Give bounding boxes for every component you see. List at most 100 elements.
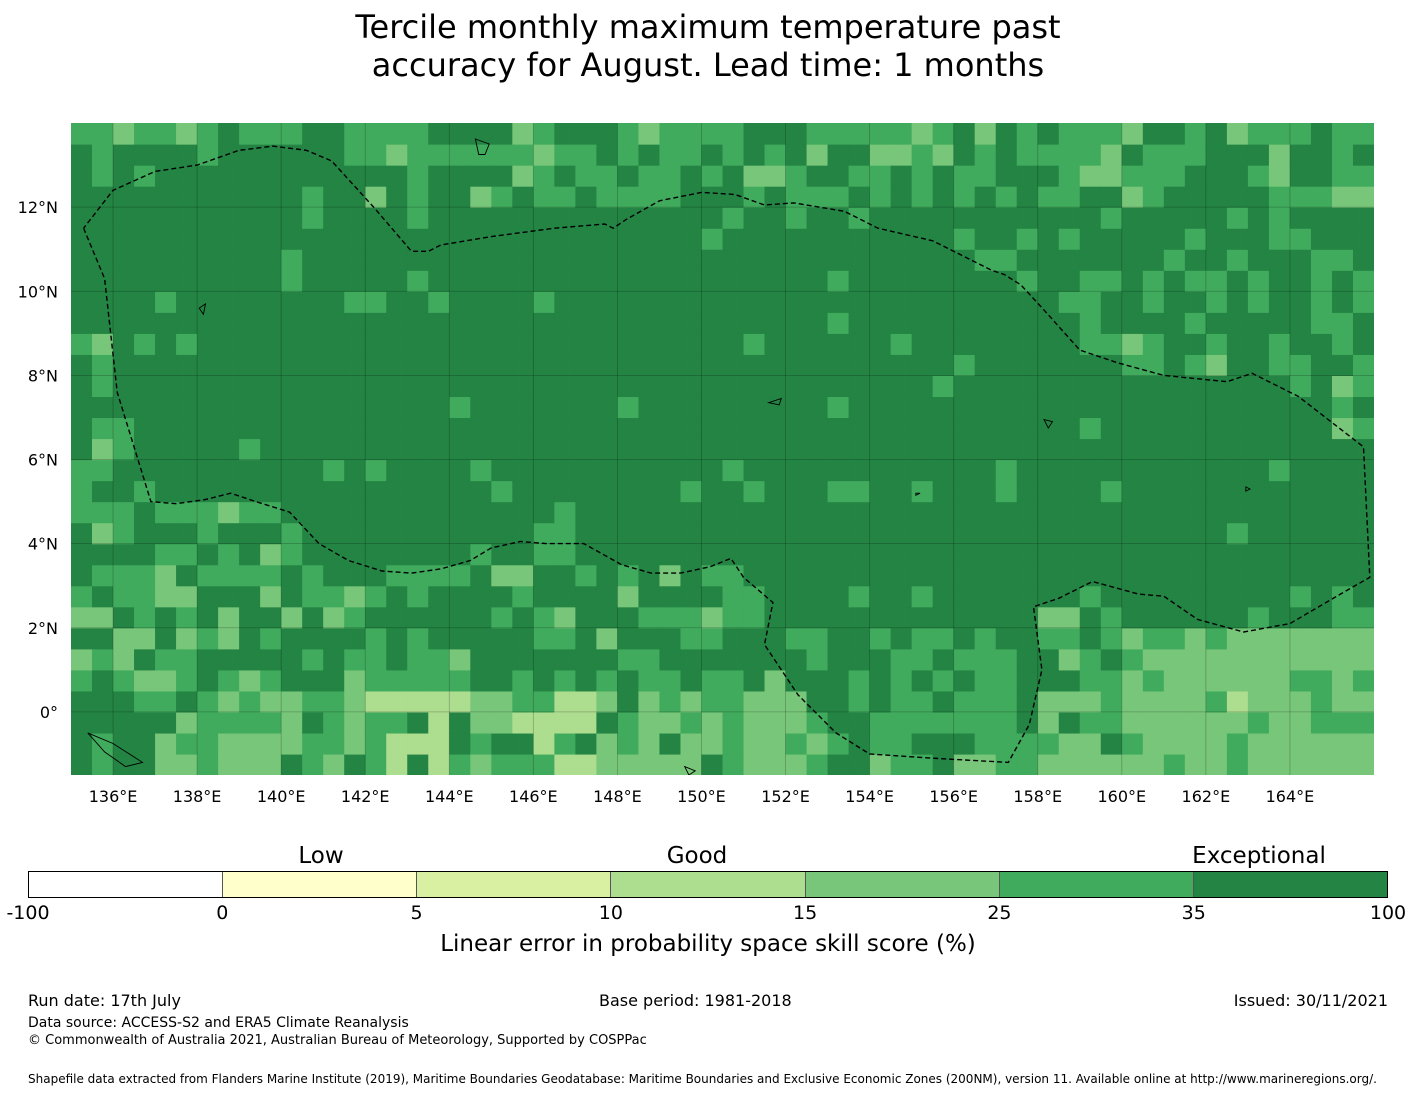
grid-cell <box>1247 207 1270 229</box>
grid-cell <box>512 417 534 440</box>
grid-cell <box>554 711 576 734</box>
grid-cell <box>1016 522 1039 545</box>
grid-cell <box>701 123 724 145</box>
grid-cell <box>176 585 198 608</box>
grid-cell <box>428 375 450 398</box>
grid-cell <box>533 270 555 292</box>
grid-cell <box>449 438 471 461</box>
grid-cell <box>134 501 156 524</box>
grid-cell <box>554 690 576 713</box>
grid-cell <box>491 564 513 587</box>
grid-cell <box>386 186 408 208</box>
grid-cell <box>932 564 955 587</box>
grid-cell <box>596 333 619 355</box>
grid-cell <box>1331 186 1354 208</box>
grid-cell <box>386 669 408 692</box>
grid-cell <box>680 375 703 398</box>
grid-cell <box>869 480 892 503</box>
grid-cell <box>239 186 261 208</box>
grid-cell <box>575 627 598 650</box>
grid-cell <box>428 564 450 587</box>
grid-cell <box>659 480 682 503</box>
grid-cell <box>197 564 219 587</box>
grid-cell <box>512 627 534 650</box>
grid-cell <box>71 144 93 166</box>
grid-cell <box>113 249 135 271</box>
grid-cell <box>764 354 787 376</box>
grid-cell <box>575 711 598 734</box>
grid-cell <box>155 543 177 566</box>
grid-cell <box>1184 207 1207 229</box>
grid-cell <box>617 375 640 398</box>
grid-cell <box>995 669 1018 692</box>
grid-cell <box>197 123 219 145</box>
grid-cell <box>701 144 724 166</box>
grid-cell <box>1016 396 1039 419</box>
grid-cell <box>764 753 787 775</box>
grid-cell <box>554 564 576 587</box>
grid-cell <box>1142 144 1165 166</box>
grid-cell <box>386 564 408 587</box>
grid-cell <box>197 627 219 650</box>
grid-cell <box>869 501 892 524</box>
grid-cell <box>638 690 661 713</box>
grid-cell <box>785 711 808 734</box>
grid-cell <box>701 291 724 313</box>
grid-cell <box>1058 753 1081 775</box>
grid-cell <box>470 165 492 187</box>
grid-cell <box>176 270 198 292</box>
grid-cell <box>1037 732 1060 755</box>
grid-cell <box>827 165 850 187</box>
grid-cell <box>302 543 324 566</box>
grid-cell <box>71 333 93 355</box>
grid-cell <box>575 228 598 250</box>
grid-cell <box>701 501 724 524</box>
grid-cell <box>743 648 766 671</box>
grid-cell <box>890 375 913 398</box>
grid-cell <box>911 396 934 419</box>
grid-cell <box>974 543 997 566</box>
grid-cell <box>1016 480 1039 503</box>
grid-cell <box>1163 123 1186 145</box>
grid-cell <box>617 543 640 566</box>
grid-cell <box>134 711 156 734</box>
grid-cell <box>239 207 261 229</box>
grid-cell <box>155 270 177 292</box>
grid-cell <box>323 354 345 376</box>
grid-cell <box>974 270 997 292</box>
grid-cell <box>344 396 366 419</box>
grid-cell <box>176 396 198 419</box>
grid-cell <box>1268 417 1291 440</box>
colorbar-tick-label: -100 <box>6 902 50 924</box>
grid-cell <box>1247 375 1270 398</box>
grid-cell <box>449 606 471 629</box>
grid-cell <box>155 165 177 187</box>
grid-cell <box>1163 564 1186 587</box>
grid-cell <box>890 123 913 145</box>
grid-cell <box>428 480 450 503</box>
grid-cell <box>92 564 114 587</box>
grid-cell <box>449 123 471 145</box>
grid-cell <box>281 585 303 608</box>
grid-cell <box>176 333 198 355</box>
grid-cell <box>239 711 261 734</box>
grid-cell <box>1268 144 1291 166</box>
grid-cell <box>1331 417 1354 440</box>
grid-cell <box>890 165 913 187</box>
grid-cell <box>554 375 576 398</box>
grid-cell <box>386 396 408 419</box>
grid-cell <box>1205 228 1228 250</box>
grid-cell <box>1121 396 1144 419</box>
grid-cell <box>743 732 766 755</box>
grid-cell <box>1226 585 1249 608</box>
grid-cell <box>491 732 513 755</box>
x-axis-ticks: 136°E 138°E 140°E 142°E 144°E 146°E 148°E 150°E… <box>89 787 1315 806</box>
grid-cell <box>995 501 1018 524</box>
grid-cell <box>890 543 913 566</box>
grid-cell <box>848 648 871 671</box>
grid-cell <box>869 711 892 734</box>
y-tick-label: 8°N <box>28 366 58 385</box>
grid-cell <box>1037 375 1060 398</box>
grid-cell <box>344 627 366 650</box>
grid-cell <box>869 417 892 440</box>
